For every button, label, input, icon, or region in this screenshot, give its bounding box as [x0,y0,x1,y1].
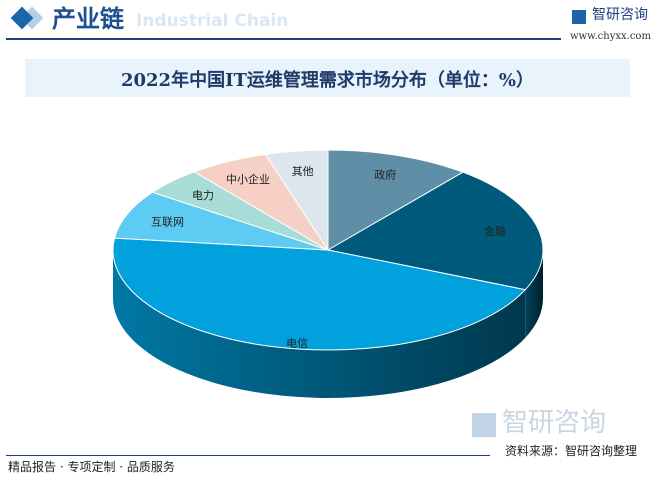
pie-slice-互联网 [113,191,329,251]
pie-side-电信 [113,250,526,398]
pie-label: 中小企业 [226,172,270,186]
chart-title-box: 2022年中国IT运维管理需求市场分布（单位：%） [25,59,630,97]
header-divider [6,38,561,40]
brand-logo-icon [572,10,586,24]
pie-slice-电信 [112,237,527,351]
pie-label: 电信 [286,337,308,350]
header-title: 产业链 [52,5,124,33]
source-note: 资料来源：智研咨询整理 [505,444,638,458]
footer-slogan: 精品报告 · 专项定制 · 品质服务 [8,460,175,474]
pie-slice-其他 [264,149,329,252]
pie-label: 其他 [292,165,314,178]
pie-label: 金融 [484,224,506,238]
footer-divider [6,455,490,456]
watermark-logo-icon [472,413,496,437]
pie-label: 电力 [192,189,214,202]
pie-label: 政府 [374,168,396,182]
pie-label: 互联网 [151,215,184,228]
header-subtitle-en: Industrial Chain [136,11,289,31]
brand-url: www.chyxx.com [570,31,651,42]
chart-title: 2022年中国IT运维管理需求市场分布（单位：%） [120,70,534,91]
watermark: 智研咨询 [502,408,607,438]
brand-name: 智研咨询 [592,7,648,23]
pie-slice-政府 [327,149,465,251]
pie-side-金融 [525,250,543,338]
